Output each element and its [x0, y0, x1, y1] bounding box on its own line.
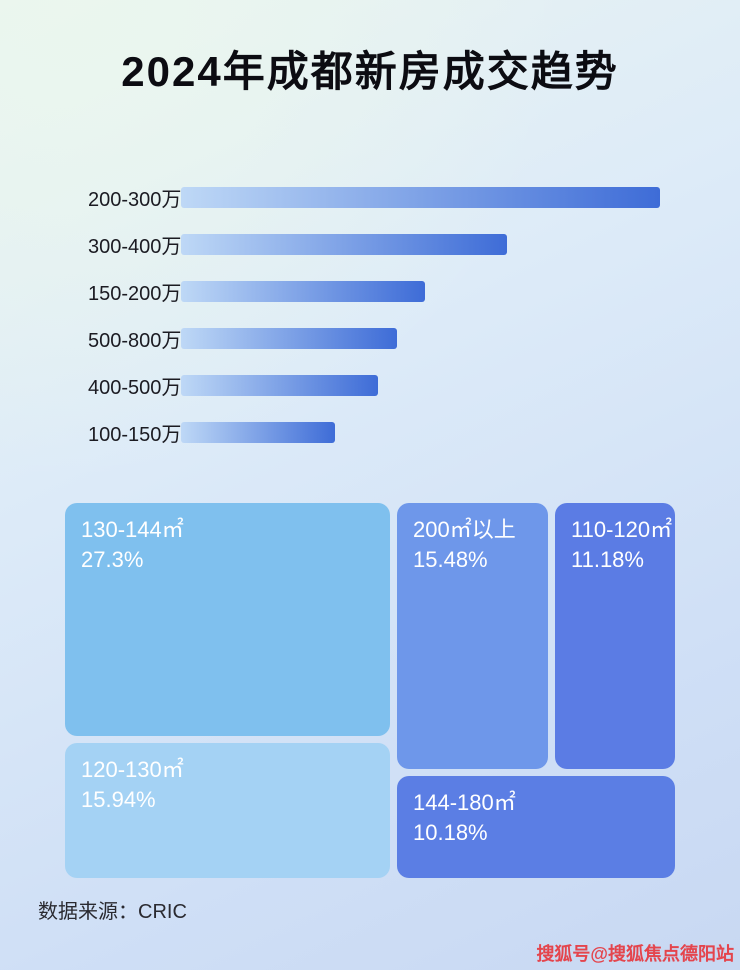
bar-row: 400-500万 — [88, 375, 740, 399]
bar — [181, 422, 335, 443]
treemap-block-144-180: 144-180㎡ 10.18% — [397, 776, 675, 878]
bar-row: 100-150万 — [88, 422, 740, 446]
treemap-block-label: 110-120㎡ — [571, 517, 673, 542]
treemap-block-110-120: 110-120㎡ 11.18% — [555, 503, 675, 769]
area-range-treemap: 130-144㎡ 27.3% 120-130㎡ 15.94% 200㎡以上 15… — [65, 503, 675, 878]
treemap-right-column: 200㎡以上 15.48% 110-120㎡ 11.18% 144-180㎡ 1… — [397, 503, 675, 878]
bar-category-label: 500-800万 — [88, 330, 182, 352]
bar — [181, 187, 660, 208]
price-range-bar-chart: 200-300万 300-400万 150-200万 500-800万 400- — [88, 187, 740, 446]
treemap-block-120-130: 120-130㎡ 15.94% — [65, 743, 390, 878]
treemap-block-200-plus: 200㎡以上 15.48% — [397, 503, 548, 769]
bar — [181, 281, 426, 302]
treemap-block-label: 144-180㎡ — [413, 790, 516, 815]
bar-track — [181, 375, 660, 396]
bar-track — [181, 328, 660, 349]
treemap-block-label: 130-144㎡ — [81, 517, 184, 542]
treemap-block-label: 200㎡以上 — [413, 517, 516, 542]
treemap-left-column: 130-144㎡ 27.3% 120-130㎡ 15.94% — [65, 503, 390, 878]
treemap-right-top-row: 200㎡以上 15.48% 110-120㎡ 11.18% — [397, 503, 675, 769]
bar-row: 200-300万 — [88, 187, 740, 211]
bar-category-label: 100-150万 — [88, 424, 182, 446]
treemap-block-130-144: 130-144㎡ 27.3% — [65, 503, 390, 736]
treemap-block-label: 120-130㎡ — [81, 757, 184, 782]
bar-row: 300-400万 — [88, 234, 740, 258]
bar-category-label: 400-500万 — [88, 377, 182, 399]
treemap-block-percent: 10.18% — [413, 820, 488, 845]
treemap-block-percent: 11.18% — [571, 547, 644, 572]
bar-track — [181, 422, 660, 443]
watermark: 搜狐号@搜狐焦点德阳站 — [536, 944, 734, 964]
bar — [181, 328, 397, 349]
treemap-block-percent: 15.94% — [81, 787, 156, 812]
bar-category-label: 300-400万 — [88, 236, 182, 258]
bar — [181, 234, 507, 255]
bar-row: 500-800万 — [88, 328, 740, 352]
bar-track — [181, 234, 660, 255]
data-source-label: 数据来源：CRIC — [38, 901, 187, 923]
treemap-block-percent: 15.48% — [413, 547, 488, 572]
bar-category-label: 150-200万 — [88, 283, 182, 305]
page-title: 2024年成都新房成交趋势 — [121, 48, 619, 95]
bar-track — [181, 187, 660, 208]
treemap-block-percent: 27.3% — [81, 547, 144, 572]
bar-category-label: 200-300万 — [88, 189, 182, 211]
bar-track — [181, 281, 660, 302]
bar-row: 150-200万 — [88, 281, 740, 305]
bar — [181, 375, 378, 396]
